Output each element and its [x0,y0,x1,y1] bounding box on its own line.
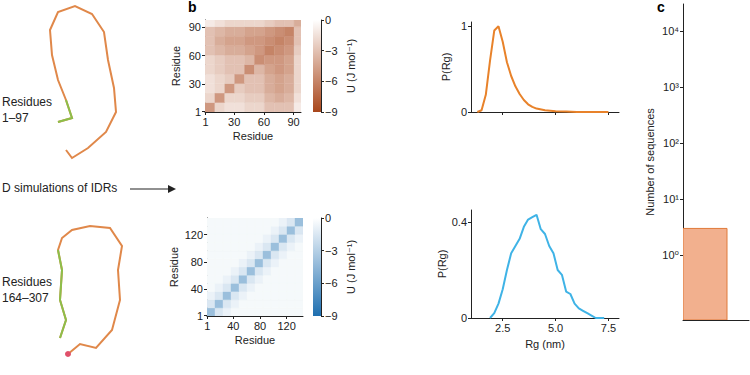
svg-text:0: 0 [325,212,331,224]
svg-text:80: 80 [254,320,266,332]
svg-text:Number of sequences: Number of sequences [644,108,656,216]
svg-text:164–307: 164–307 [2,291,49,305]
svg-text:10³: 10³ [663,81,679,93]
svg-text:1–97: 1–97 [2,111,29,125]
svg-text:60: 60 [189,50,201,62]
svg-text:0.4: 0.4 [452,216,467,228]
svg-text:90: 90 [189,21,201,33]
svg-text:40: 40 [191,283,203,295]
svg-text:1: 1 [204,320,210,332]
svg-text:120: 120 [185,229,203,241]
svg-text:U (J mol⁻¹): U (J mol⁻¹) [345,240,357,294]
svg-text:90: 90 [287,116,299,128]
svg-text:−6: −6 [325,75,338,87]
svg-text:80: 80 [191,256,203,268]
svg-text:10¹: 10¹ [663,193,679,205]
svg-text:c: c [657,0,665,15]
svg-text:D simulations of IDRs: D simulations of IDRs [2,181,117,195]
svg-text:0: 0 [461,312,467,324]
svg-text:40: 40 [227,320,239,332]
svg-text:7.5: 7.5 [601,322,616,334]
svg-text:1: 1 [195,106,201,118]
svg-text:10²: 10² [663,137,679,149]
svg-text:0: 0 [461,106,467,118]
svg-text:0: 0 [325,14,331,26]
svg-text:U (J mol⁻¹): U (J mol⁻¹) [345,39,357,93]
svg-text:5.0: 5.0 [548,322,563,334]
svg-text:60: 60 [258,116,270,128]
svg-text:Residues: Residues [2,95,52,109]
svg-text:b: b [188,0,197,15]
svg-text:2.5: 2.5 [495,322,510,334]
svg-text:120: 120 [277,320,295,332]
svg-text:1: 1 [202,116,208,128]
svg-text:P(Rg): P(Rg) [440,53,452,82]
svg-text:−3: −3 [325,45,338,57]
svg-text:Residue: Residue [168,247,180,287]
svg-text:−6: −6 [325,277,338,289]
svg-text:Residue: Residue [233,130,273,142]
svg-text:Rg (nm): Rg (nm) [525,338,565,350]
svg-text:P(Rg): P(Rg) [436,250,448,279]
svg-text:−9: −9 [325,106,338,118]
svg-text:Residue: Residue [235,334,275,346]
svg-text:1: 1 [461,20,467,32]
svg-text:30: 30 [189,78,201,90]
svg-text:10⁰: 10⁰ [662,249,679,261]
svg-text:10⁴: 10⁴ [662,25,679,37]
svg-text:−3: −3 [325,245,338,257]
svg-text:−9: −9 [325,310,338,322]
svg-text:Residue: Residue [170,46,182,86]
svg-text:1: 1 [197,310,203,322]
svg-text:Residues: Residues [2,275,52,289]
svg-text:30: 30 [228,116,240,128]
